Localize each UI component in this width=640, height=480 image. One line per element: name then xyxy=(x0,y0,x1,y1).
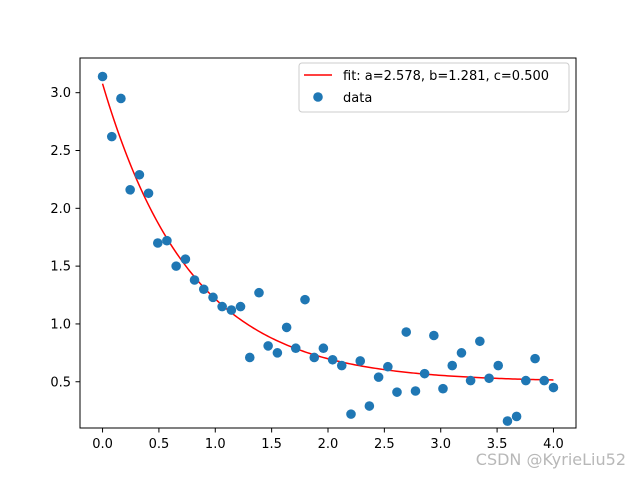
data-point xyxy=(97,71,108,82)
legend: fit: a=2.578, b=1.281, c=0.500 data xyxy=(298,62,570,113)
legend-data-label: data xyxy=(343,91,372,106)
data-point xyxy=(373,372,384,382)
data-point xyxy=(189,275,200,285)
data-point xyxy=(511,411,522,422)
data-point xyxy=(465,375,476,386)
data-point xyxy=(272,348,283,358)
scatter-layer xyxy=(97,71,559,426)
legend-data-swatch xyxy=(313,92,323,102)
data-point xyxy=(226,305,237,315)
data-point xyxy=(290,343,301,354)
data-point xyxy=(208,292,218,303)
data-point xyxy=(125,185,135,195)
data-point xyxy=(309,352,320,363)
data-point xyxy=(180,254,191,264)
watermark: CSDN @KyrieLiu52 xyxy=(475,450,626,469)
data-point xyxy=(383,361,393,372)
x-tick-label: 2.5 xyxy=(374,437,395,452)
data-point xyxy=(281,322,292,333)
data-point xyxy=(539,375,550,386)
data-point xyxy=(502,416,513,426)
x-tick-label: 3.0 xyxy=(430,437,451,452)
data-point xyxy=(171,261,181,271)
x-tick-label: 2.0 xyxy=(318,437,339,452)
data-point xyxy=(106,131,117,142)
data-point xyxy=(244,352,255,363)
data-point xyxy=(456,348,467,358)
data-point xyxy=(162,235,172,246)
data-point xyxy=(235,301,246,312)
data-point xyxy=(530,353,540,364)
data-point xyxy=(355,356,366,366)
data-point xyxy=(116,93,126,104)
legend-fit-label: fit: a=2.578, b=1.281, c=0.500 xyxy=(343,69,549,84)
data-point xyxy=(336,360,347,371)
y-tick-label: 1.5 xyxy=(50,260,71,275)
data-point xyxy=(548,382,559,393)
y-tick-label: 1.0 xyxy=(50,317,71,332)
x-tick-label: 0.0 xyxy=(92,437,113,452)
data-point xyxy=(198,284,209,295)
data-point xyxy=(134,169,145,180)
y-tick-label: 2.5 xyxy=(50,144,71,159)
data-point xyxy=(401,327,412,337)
data-point xyxy=(364,401,375,411)
data-point xyxy=(493,360,504,371)
plot-area: 0.0 0.5 1.0 1.5 2.0 2.5 3.0 3.5 4.0 0.5 1.0 1.5 2.0… xyxy=(50,57,577,452)
data-point xyxy=(327,354,338,365)
data-point xyxy=(410,386,421,396)
data-point xyxy=(346,409,356,419)
data-point xyxy=(263,341,273,351)
x-tick-label: 3.5 xyxy=(487,437,508,452)
data-point xyxy=(300,294,310,305)
data-point xyxy=(152,238,163,248)
x-axis: 0.0 0.5 1.0 1.5 2.0 2.5 3.0 3.5 4.0 xyxy=(92,428,564,452)
data-point xyxy=(419,368,430,379)
data-point xyxy=(143,188,154,199)
data-point xyxy=(484,373,494,384)
data-point xyxy=(254,287,264,298)
y-tick-label: 3.0 xyxy=(50,86,71,101)
legend-box xyxy=(298,62,570,113)
data-point xyxy=(447,360,458,371)
y-tick-label: 0.5 xyxy=(50,375,71,390)
data-point xyxy=(429,330,439,341)
x-tick-label: 4.0 xyxy=(543,437,564,452)
y-tick-label: 2.0 xyxy=(50,202,71,217)
data-point xyxy=(217,301,227,312)
data-point xyxy=(392,387,402,397)
x-tick-label: 1.0 xyxy=(205,437,226,452)
data-point xyxy=(438,383,448,394)
y-axis: 0.5 1.0 1.5 2.0 2.5 3.0 xyxy=(50,86,80,390)
x-tick-label: 0.5 xyxy=(149,437,170,452)
data-point xyxy=(318,343,329,354)
data-point xyxy=(521,375,531,386)
data-point xyxy=(475,336,485,347)
x-tick-label: 1.5 xyxy=(261,437,282,452)
